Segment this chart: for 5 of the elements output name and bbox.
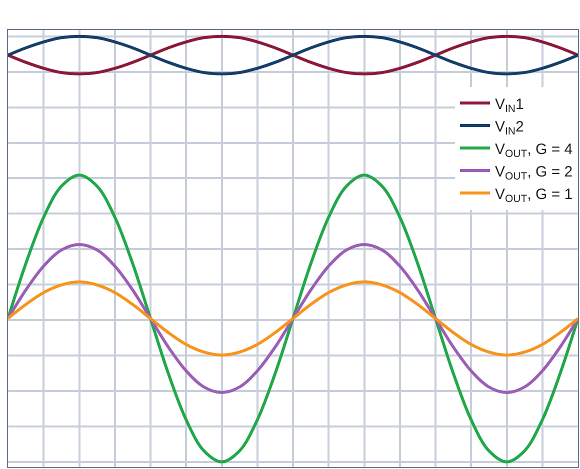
legend-label: V$_{IN}$1 — [495, 96, 524, 116]
legend-label: V$_{OUT}$, G = 2 — [495, 163, 573, 183]
legend-label: V$_{OUT}$, G = 1 — [495, 186, 573, 206]
legend-label: V$_{OUT}$, G = 4 — [495, 140, 573, 160]
legend-label: V$_{IN}$2 — [495, 118, 524, 138]
